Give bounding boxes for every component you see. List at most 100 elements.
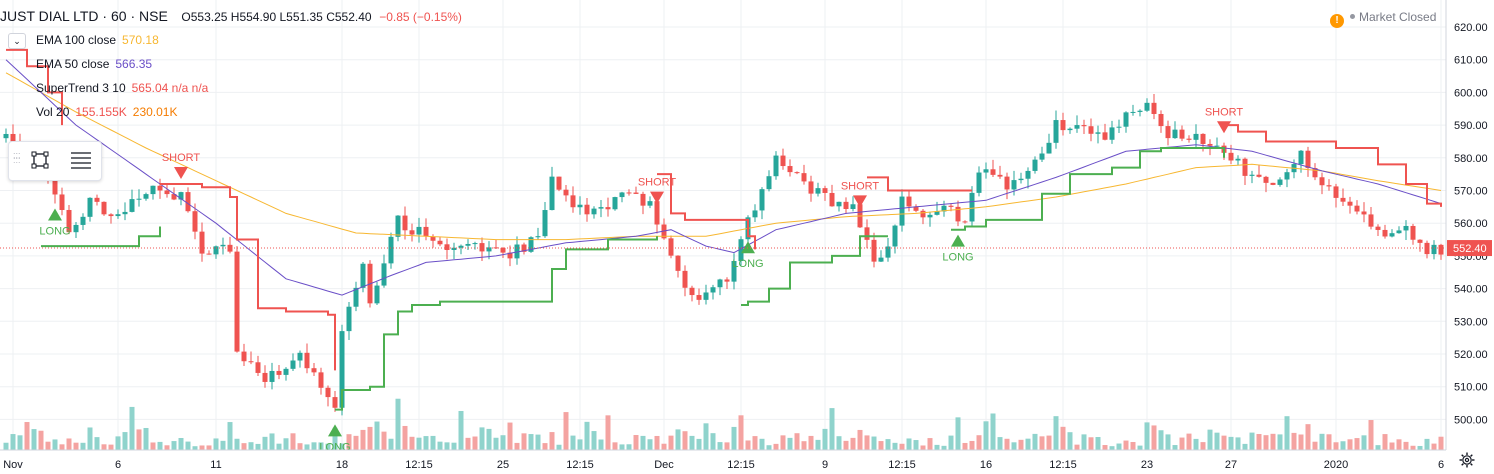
volume-bar — [528, 434, 534, 450]
candle-body — [304, 352, 310, 369]
volume-bar — [1368, 420, 1374, 450]
volume-bar — [430, 435, 436, 450]
candle-body — [1284, 172, 1290, 180]
candle-body — [248, 361, 254, 363]
candle-body — [990, 169, 996, 175]
candle-body — [1326, 185, 1332, 187]
collapse-legend-button[interactable]: ⌄ — [8, 33, 26, 49]
volume-bar — [409, 436, 415, 450]
market-status[interactable]: ! Market Closed — [1330, 10, 1436, 28]
candle-body — [829, 192, 835, 207]
short-arrow-icon — [174, 167, 188, 180]
volume-bar — [1053, 416, 1059, 450]
candle-body — [332, 397, 338, 408]
rectangle-select-icon[interactable] — [31, 151, 49, 169]
candle-body — [1074, 125, 1080, 129]
volume-bar — [1326, 434, 1332, 450]
candle-body — [948, 205, 954, 207]
volume-bar — [675, 429, 681, 450]
volume-bar — [1333, 442, 1339, 450]
volume-bar — [948, 435, 954, 450]
drawing-toolbar[interactable]: :::::: — [8, 141, 102, 181]
supertrend-short-line — [6, 48, 63, 126]
gear-icon[interactable] — [1459, 452, 1475, 468]
candle-body — [1046, 142, 1052, 154]
candle-body — [129, 199, 135, 212]
candle-body — [430, 236, 436, 241]
volume-bar — [1165, 434, 1171, 450]
candle-body — [507, 252, 513, 259]
price-tick-label: 530.00 — [1454, 316, 1488, 328]
long-label: LONG — [39, 226, 70, 238]
candle-body — [1298, 150, 1304, 165]
candle-body — [1403, 225, 1409, 231]
legend-ema50[interactable]: EMA 50 close 566.35 — [36, 57, 152, 71]
volume-bar — [843, 440, 849, 450]
volume-bar — [983, 421, 989, 450]
volume-bar — [1417, 445, 1423, 450]
volume-bar — [283, 438, 289, 450]
volume-bar — [1382, 434, 1388, 450]
volume-bar — [220, 440, 226, 450]
long-label: LONG — [942, 252, 973, 264]
candle-body — [1172, 129, 1178, 139]
candle-body — [479, 243, 485, 252]
candle-body — [451, 247, 457, 250]
price-tick-label: 540.00 — [1454, 284, 1488, 296]
candle-body — [73, 224, 79, 233]
short-label: SHORT — [1205, 106, 1244, 118]
candle-body — [675, 255, 681, 271]
candle-body — [241, 351, 247, 362]
symbol-title[interactable]: JUST DIAL LTD · 60 · NSE — [0, 8, 168, 24]
candle-body — [899, 196, 905, 226]
volume-bar — [703, 423, 709, 450]
legend-volume-label: Vol 20 — [36, 105, 70, 119]
price-tick-label: 570.00 — [1454, 186, 1488, 198]
candle-body — [619, 192, 625, 198]
drag-handle-icon[interactable]: :::::: — [13, 150, 21, 165]
price-tick-label: 620.00 — [1454, 22, 1488, 34]
volume-bar — [1067, 432, 1073, 450]
candle-body — [843, 201, 849, 209]
volume-bar — [332, 427, 338, 450]
legend-ema100[interactable]: EMA 100 close 570.18 — [36, 33, 159, 47]
candle-body — [1137, 110, 1143, 112]
time-tick-label: 12:15 — [1049, 459, 1077, 471]
legend-supertrend[interactable]: SuperTrend 3 10 565.04 n/a n/a — [36, 81, 208, 95]
candle-body — [1053, 120, 1059, 143]
volume-bar — [1305, 424, 1311, 450]
candle-body — [542, 210, 548, 237]
volume-bar — [780, 435, 786, 450]
price-axis-background — [1446, 0, 1494, 474]
volume-bar — [101, 444, 107, 450]
candle-body — [913, 206, 919, 211]
supertrend-short-line — [1224, 124, 1442, 207]
candle-body — [738, 239, 744, 262]
volume-bar — [1249, 432, 1255, 450]
volume-bar — [696, 438, 702, 450]
volume-bar — [192, 446, 198, 450]
volume-bar — [178, 438, 184, 450]
volume-bar — [1375, 445, 1381, 450]
ema100-line — [5, 72, 1442, 241]
candle-body — [1207, 143, 1213, 146]
volume-bar — [157, 441, 163, 450]
candle-body — [766, 176, 772, 190]
legend-volume[interactable]: Vol 20 155.155K 230.01K — [36, 105, 177, 119]
legend-volume-ma-value: 230.01K — [132, 105, 178, 119]
volume-bar — [262, 436, 268, 450]
volume-bar — [213, 438, 219, 450]
volume-bar — [493, 437, 499, 450]
lines-icon[interactable] — [69, 151, 93, 169]
volume-bar — [717, 442, 723, 450]
candle-body — [591, 208, 597, 215]
volume-bar — [605, 415, 611, 450]
candle-body — [234, 251, 240, 352]
last-price-badge[interactable] — [1447, 240, 1492, 257]
candle-body — [535, 236, 541, 238]
signal-short: SHORT — [1205, 106, 1244, 134]
candle-body — [626, 192, 632, 194]
last-price-label: 552.40 — [1453, 243, 1487, 255]
volume-bar — [836, 436, 842, 450]
